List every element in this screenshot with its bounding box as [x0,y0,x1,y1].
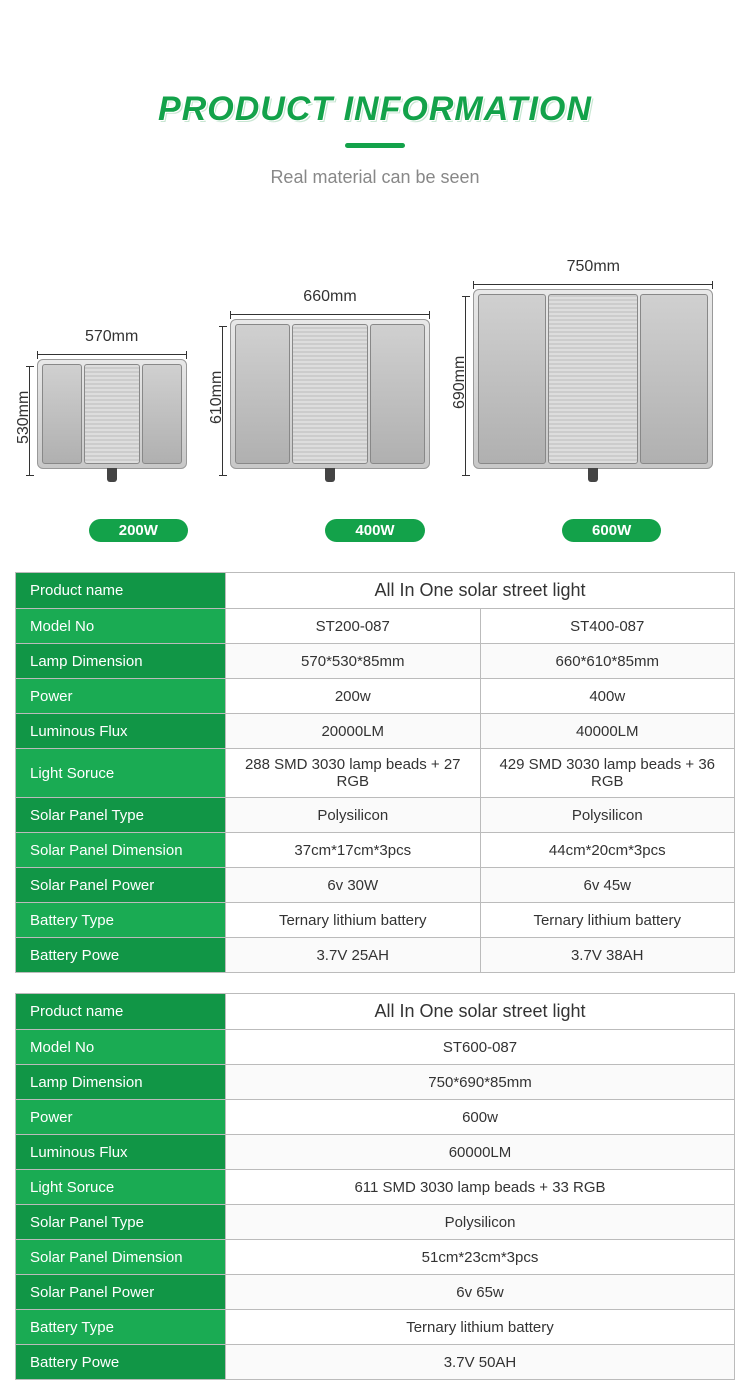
solar-panel-left [42,364,82,464]
solar-panel-right [640,294,708,464]
spec-label: Solar Panel Power [16,868,226,903]
spec-label: Model No [16,1030,226,1065]
spec-value: 570*530*85mm [226,644,481,679]
lamp-illustration [37,359,187,469]
wattage-badges: 200W 400W 600W [0,489,750,572]
spec-label: Solar Panel Dimension [16,833,226,868]
dimension-width-label: 660mm [230,288,430,306]
spec-value: 200w [226,679,481,714]
solar-panel-right [370,324,425,464]
spec-value: Ternary lithium battery [480,903,735,938]
product-diagram: 660mm 610mm [230,288,430,469]
spec-label: Battery Powe [16,1345,226,1380]
spec-value: 44cm*20cm*3pcs [480,833,735,868]
spec-value: 20000LM [226,714,481,749]
spec-table-2: Product name All In One solar street lig… [15,993,735,1380]
dimension-line-top [37,354,187,355]
spec-value: 611 SMD 3030 lamp beads + 33 RGB [226,1170,735,1205]
spec-value: 60000LM [226,1135,735,1170]
wattage-badge: 400W [325,519,424,542]
spec-label: Product name [16,994,226,1030]
spec-value: ST200-087 [226,609,481,644]
solar-panel-left [235,324,290,464]
spec-table-1: Product name All In One solar street lig… [15,572,735,973]
spec-value: 6v 65w [226,1275,735,1310]
spec-label: Solar Panel Power [16,1275,226,1310]
spec-value: 6v 30W [226,868,481,903]
spec-label: Luminous Flux [16,1135,226,1170]
spec-value: Ternary lithium battery [226,903,481,938]
dimension-width-label: 570mm [37,328,187,346]
dimension-height-label: 690mm [451,355,469,408]
page-subtitle: Real material can be seen [0,167,750,188]
spec-value: Ternary lithium battery [226,1310,735,1345]
spec-value: 3.7V 25AH [226,938,481,973]
solar-panel-right [142,364,182,464]
wattage-badge: 600W [562,519,661,542]
spec-value: All In One solar street light [226,994,735,1030]
dimension-line-top [473,284,713,285]
lamp-illustration [473,289,713,469]
led-center [84,364,140,464]
spec-value: ST400-087 [480,609,735,644]
wattage-badge: 200W [89,519,188,542]
spec-value: 600w [226,1100,735,1135]
spec-label: Lamp Dimension [16,1065,226,1100]
spec-label: Luminous Flux [16,714,226,749]
solar-panel-left [478,294,546,464]
spec-label: Model No [16,609,226,644]
spec-label: Product name [16,573,226,609]
dimension-width-label: 750mm [473,258,713,276]
spec-value: 51cm*23cm*3pcs [226,1240,735,1275]
spec-label: Lamp Dimension [16,644,226,679]
spec-value: 40000LM [480,714,735,749]
product-diagrams: 570mm 530mm 660mm 610mm 750mm [0,218,750,489]
spec-label: Solar Panel Type [16,1205,226,1240]
spec-value: 429 SMD 3030 lamp beads + 36 RGB [480,749,735,798]
dimension-height-label: 610mm [208,370,226,423]
spec-label: Solar Panel Dimension [16,1240,226,1275]
spec-value: ST600-087 [226,1030,735,1065]
led-center [292,324,368,464]
spec-value: 660*610*85mm [480,644,735,679]
product-diagram: 750mm 690mm [473,258,713,469]
spec-value: All In One solar street light [226,573,735,609]
product-diagram: 570mm 530mm [37,328,187,469]
spec-value: 6v 45w [480,868,735,903]
spec-value: Polysilicon [226,1205,735,1240]
page-title: PRODUCT INFORMATION [0,90,750,129]
spec-value: 37cm*17cm*3pcs [226,833,481,868]
spec-value: 3.7V 50AH [226,1345,735,1380]
dimension-height-label: 530mm [15,390,33,443]
spec-value: 400w [480,679,735,714]
spec-label: Light Soruce [16,749,226,798]
spec-value: 750*690*85mm [226,1065,735,1100]
spec-value: Polysilicon [480,798,735,833]
spec-label: Battery Powe [16,938,226,973]
header: PRODUCT INFORMATION Real material can be… [0,0,750,218]
spec-label: Solar Panel Type [16,798,226,833]
spec-value: Polysilicon [226,798,481,833]
dimension-line-top [230,314,430,315]
led-center [548,294,638,464]
spec-label: Power [16,679,226,714]
spec-label: Power [16,1100,226,1135]
lamp-illustration [230,319,430,469]
spec-label: Battery Type [16,1310,226,1345]
spec-value: 3.7V 38AH [480,938,735,973]
spec-label: Light Soruce [16,1170,226,1205]
spec-label: Battery Type [16,903,226,938]
spec-value: 288 SMD 3030 lamp beads + 27 RGB [226,749,481,798]
title-underline [345,143,405,148]
